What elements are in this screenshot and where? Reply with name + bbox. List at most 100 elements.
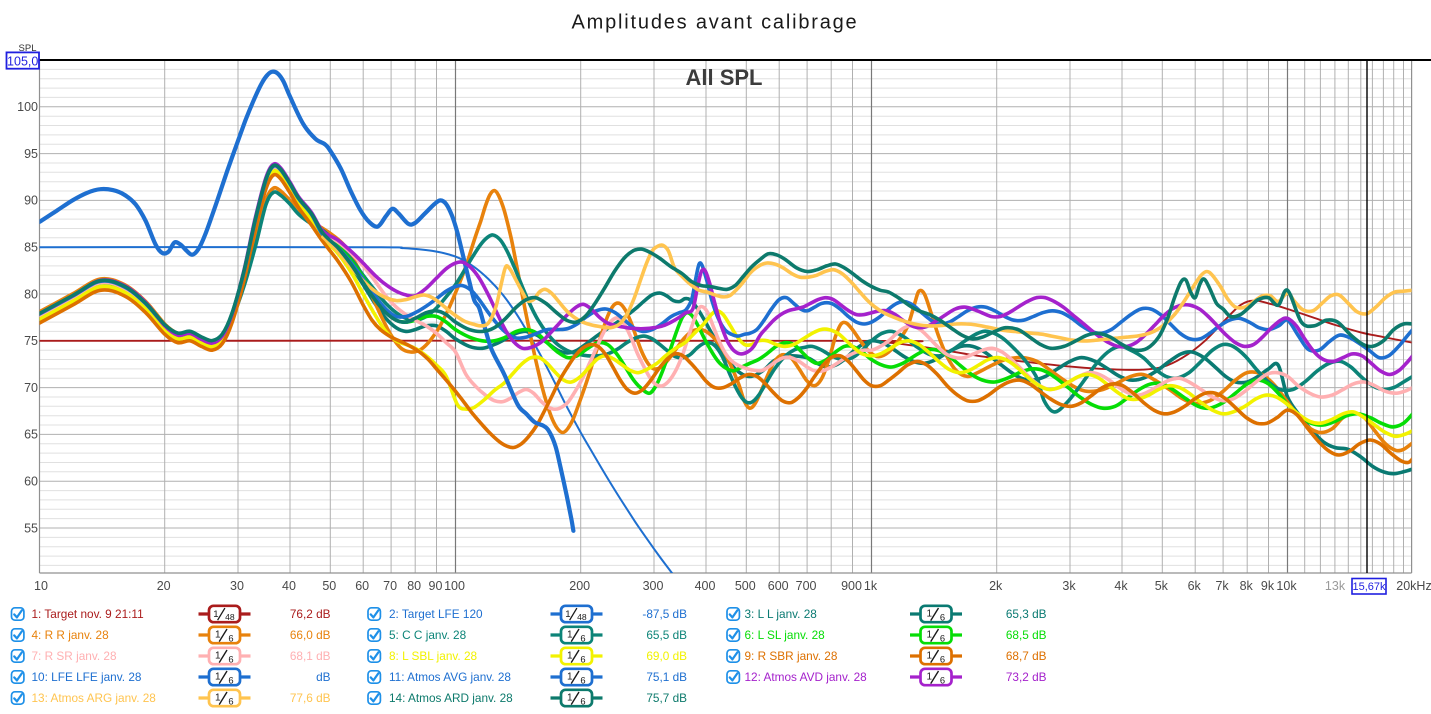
svg-text:30: 30 [230,579,244,593]
svg-text:68,7 dB: 68,7 dB [1006,649,1047,663]
svg-text:1: 1 [215,671,221,682]
svg-text:13: Atmos ARG janv. 28: 13: Atmos ARG janv. 28 [32,691,157,705]
svg-text:1: 1 [565,609,570,620]
svg-text:7: R SR janv. 28: 7: R SR janv. 28 [32,649,117,663]
svg-text:200: 200 [569,579,590,593]
svg-text:4k: 4k [1114,579,1128,593]
svg-text:3k: 3k [1062,579,1076,593]
svg-text:900: 900 [841,579,862,593]
svg-text:66,0 dB: 66,0 dB [290,628,331,642]
svg-text:73,2 dB: 73,2 dB [1006,670,1047,684]
svg-text:20: 20 [157,579,171,593]
svg-text:77,6 dB: 77,6 dB [290,691,331,705]
svg-text:1: 1 [567,650,573,661]
svg-text:60: 60 [355,579,369,593]
svg-text:1: 1 [213,609,218,620]
svg-text:95: 95 [24,147,38,161]
svg-text:10: 10 [34,579,48,593]
svg-text:1: 1 [927,650,933,661]
svg-text:12: Atmos AVD janv. 28: 12: Atmos AVD janv. 28 [745,670,868,684]
svg-text:500: 500 [735,579,756,593]
svg-text:6k: 6k [1188,579,1202,593]
svg-text:13k: 13k [1325,579,1346,593]
svg-text:70: 70 [24,381,38,395]
svg-text:6: 6 [940,674,945,685]
svg-text:60: 60 [24,475,38,489]
svg-text:9: R SBR janv. 28: 9: R SBR janv. 28 [745,649,838,663]
svg-text:48: 48 [577,612,587,622]
svg-text:8: L SBL janv. 28: 8: L SBL janv. 28 [389,649,478,663]
svg-text:6: 6 [228,695,233,706]
svg-text:11: Atmos AVG janv. 28: 11: Atmos AVG janv. 28 [389,670,511,684]
svg-text:68,1 dB: 68,1 dB [290,649,331,663]
svg-text:40: 40 [282,579,296,593]
svg-text:14: Atmos ARD janv. 28: 14: Atmos ARD janv. 28 [389,691,513,705]
svg-text:50: 50 [322,579,336,593]
svg-text:SPL: SPL [19,43,37,54]
svg-text:1: 1 [927,671,933,682]
svg-text:55: 55 [24,521,38,535]
svg-text:4: R R janv. 28: 4: R R janv. 28 [32,628,110,642]
svg-text:-87,5 dB: -87,5 dB [642,607,687,621]
svg-text:75: 75 [24,334,38,348]
svg-text:75,7 dB: 75,7 dB [646,691,687,705]
svg-text:90: 90 [429,579,443,593]
svg-text:48: 48 [225,612,235,622]
svg-text:76,2 dB: 76,2 dB [290,607,331,621]
svg-text:1: 1 [567,692,573,703]
svg-text:All SPL: All SPL [685,65,762,90]
svg-text:6: 6 [228,632,233,643]
svg-text:1: 1 [215,650,221,661]
svg-text:10k: 10k [1276,579,1297,593]
svg-text:1: Target nov. 9 21:11: 1: Target nov. 9 21:11 [32,607,144,621]
svg-text:6: 6 [940,653,945,664]
svg-text:80: 80 [24,287,38,301]
svg-text:2k: 2k [989,579,1003,593]
svg-text:65,5 dB: 65,5 dB [646,628,687,642]
svg-text:8k: 8k [1240,579,1254,593]
svg-text:69,0 dB: 69,0 dB [646,649,687,663]
svg-text:15,67k: 15,67k [1352,581,1386,593]
svg-text:1: 1 [215,692,221,703]
svg-text:300: 300 [643,579,664,593]
svg-text:2: Target LFE 120: 2: Target LFE 120 [389,607,483,621]
svg-text:70: 70 [383,579,397,593]
svg-text:65,3 dB: 65,3 dB [1006,607,1047,621]
svg-text:1: 1 [927,629,933,640]
svg-text:85: 85 [24,241,38,255]
svg-text:100: 100 [444,579,465,593]
svg-text:6: 6 [580,674,585,685]
svg-text:20kHz: 20kHz [1396,579,1431,593]
svg-text:6: 6 [940,632,945,643]
svg-text:100: 100 [17,100,38,114]
svg-text:6: 6 [580,632,585,643]
svg-text:65: 65 [24,428,38,442]
svg-text:6: 6 [228,653,233,664]
svg-text:6: L SL janv. 28: 6: L SL janv. 28 [745,628,826,642]
svg-text:6: 6 [940,611,945,622]
svg-text:1: 1 [927,608,933,619]
svg-text:6: 6 [228,674,233,685]
svg-text:9k: 9k [1261,579,1275,593]
svg-text:1: 1 [567,671,573,682]
svg-text:5k: 5k [1155,579,1169,593]
svg-text:1: 1 [215,629,221,640]
svg-text:75,1 dB: 75,1 dB [646,670,687,684]
svg-text:68,5 dB: 68,5 dB [1006,628,1047,642]
svg-text:3: L L janv. 28: 3: L L janv. 28 [745,607,818,621]
svg-text:6: 6 [580,695,585,706]
svg-text:1k: 1k [864,579,878,593]
svg-text:5: C C janv. 28: 5: C C janv. 28 [389,628,467,642]
svg-text:1: 1 [567,629,573,640]
svg-text:6: 6 [580,653,585,664]
svg-text:90: 90 [24,194,38,208]
svg-text:600: 600 [768,579,789,593]
svg-text:Amplitudes avant calibrage: Amplitudes avant calibrage [572,12,859,34]
svg-text:80: 80 [407,579,421,593]
svg-text:7k: 7k [1215,579,1229,593]
svg-text:400: 400 [695,579,716,593]
svg-text:10: LFE LFE janv. 28: 10: LFE LFE janv. 28 [32,670,142,684]
svg-text:105,0: 105,0 [7,54,38,68]
svg-text:dB: dB [316,670,331,684]
svg-text:700: 700 [796,579,817,593]
